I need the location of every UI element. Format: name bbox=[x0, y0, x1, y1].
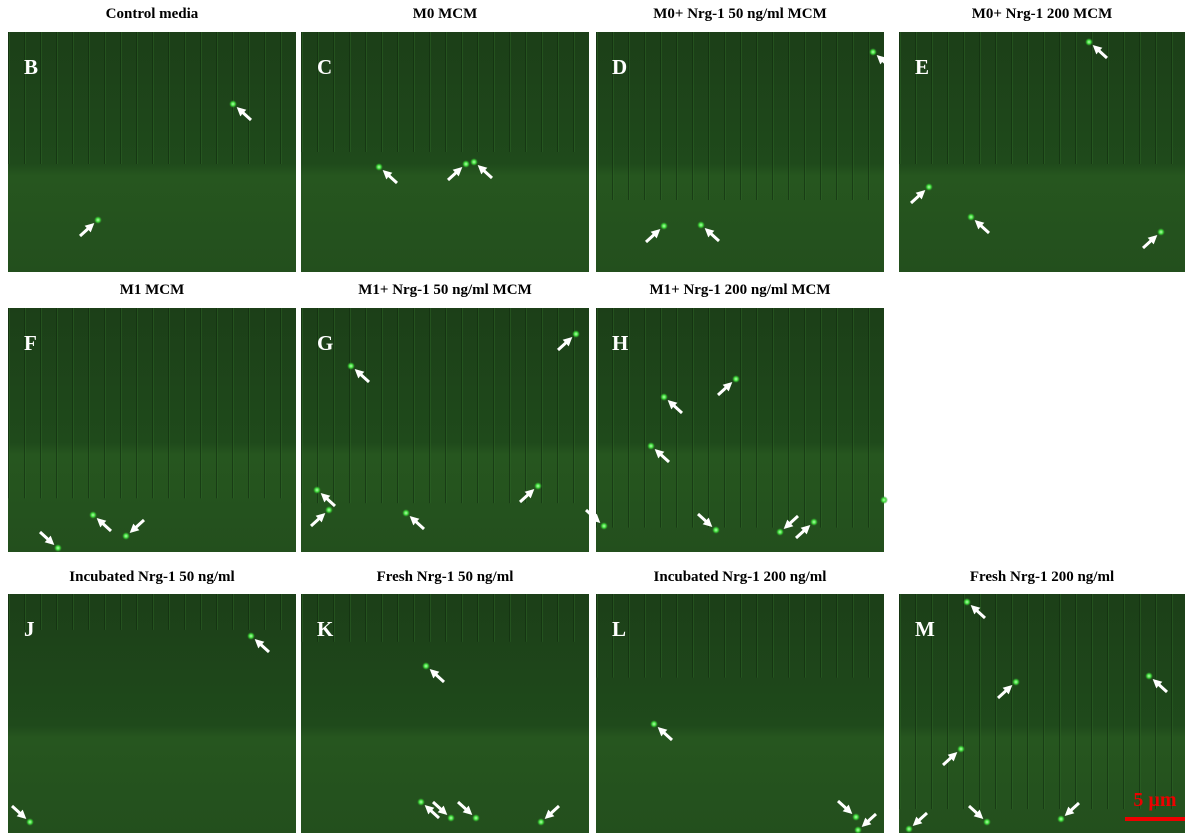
panel-letter: B bbox=[24, 55, 38, 79]
panel-title: Incubated Nrg-1 200 ng/ml bbox=[654, 569, 827, 585]
cell bbox=[447, 814, 455, 822]
panel: M1+ Nrg-1 200 ng/ml MCM H bbox=[586, 282, 902, 552]
cell bbox=[983, 818, 991, 826]
channels bbox=[301, 308, 589, 503]
panel: M1+ Nrg-1 50 ng/ml MCM G bbox=[301, 282, 589, 552]
cell bbox=[660, 222, 668, 230]
cell bbox=[417, 798, 425, 806]
cell bbox=[852, 813, 860, 821]
panel-letter: M bbox=[915, 617, 935, 641]
panel-letter: C bbox=[317, 55, 332, 79]
channels bbox=[301, 32, 589, 152]
panel-letter: F bbox=[24, 331, 37, 355]
cell bbox=[462, 160, 470, 168]
cell bbox=[247, 632, 255, 640]
cell bbox=[26, 818, 34, 826]
cell bbox=[347, 362, 355, 370]
cell bbox=[1157, 228, 1165, 236]
cell bbox=[313, 486, 321, 494]
panel: Incubated Nrg-1 200 ng/ml L bbox=[596, 569, 884, 833]
cell bbox=[537, 818, 545, 826]
cell bbox=[422, 662, 430, 670]
cell bbox=[810, 518, 818, 526]
cell bbox=[776, 528, 784, 536]
cell bbox=[375, 163, 383, 171]
panel: Fresh Nrg-1 50 ng/ml K bbox=[301, 569, 589, 833]
cell bbox=[660, 393, 668, 401]
panel-title: M0+ Nrg-1 50 ng/ml MCM bbox=[653, 6, 827, 22]
cell bbox=[880, 496, 888, 504]
panel-letter: J bbox=[24, 617, 35, 641]
cell bbox=[1085, 38, 1093, 46]
panel-title: M0 MCM bbox=[413, 6, 478, 22]
figure: Control media B M0 MCM C M0+ Nrg-1 50 ng/ml … bbox=[0, 0, 1190, 833]
cell bbox=[89, 511, 97, 519]
panel: Control media B bbox=[8, 6, 296, 272]
cell bbox=[54, 544, 62, 552]
arrow bbox=[891, 506, 902, 516]
cell bbox=[472, 814, 480, 822]
panel: M0+ Nrg-1 50 ng/ml MCM D bbox=[596, 6, 891, 272]
panel-title: M1 MCM bbox=[120, 282, 185, 298]
cell bbox=[1145, 672, 1153, 680]
panel-letter: G bbox=[317, 331, 333, 355]
panel-letter: E bbox=[915, 55, 929, 79]
cell bbox=[1057, 815, 1065, 823]
panel-title: Control media bbox=[106, 6, 199, 22]
panel-letter: H bbox=[612, 331, 628, 355]
panel-letter: D bbox=[612, 55, 627, 79]
cell bbox=[402, 509, 410, 517]
cell bbox=[325, 506, 333, 514]
cell bbox=[572, 330, 580, 338]
panel: M0 MCM C bbox=[301, 6, 589, 272]
panel-title: Fresh Nrg-1 50 ng/ml bbox=[377, 569, 514, 585]
cell bbox=[647, 442, 655, 450]
cell bbox=[697, 221, 705, 229]
panel-title: M1+ Nrg-1 200 ng/ml MCM bbox=[649, 282, 830, 298]
panel-title: M0+ Nrg-1 200 MCM bbox=[972, 6, 1113, 22]
channels bbox=[8, 594, 296, 630]
cell bbox=[712, 526, 720, 534]
cell bbox=[470, 158, 478, 166]
cell bbox=[94, 216, 102, 224]
cell bbox=[229, 100, 237, 108]
channels bbox=[596, 594, 884, 678]
channels bbox=[8, 32, 296, 164]
channels bbox=[301, 594, 589, 642]
channels bbox=[596, 32, 884, 200]
panel-title: Incubated Nrg-1 50 ng/ml bbox=[69, 569, 234, 585]
panel-letter: K bbox=[317, 617, 334, 641]
cell bbox=[122, 532, 130, 540]
panel: M0+ Nrg-1 200 MCM E bbox=[899, 6, 1185, 272]
cell bbox=[967, 213, 975, 221]
cell bbox=[869, 48, 877, 56]
scale-bar-label: 5 µm bbox=[1133, 789, 1177, 811]
cell bbox=[905, 825, 913, 833]
cell bbox=[957, 745, 965, 753]
channels bbox=[899, 594, 1185, 809]
channels bbox=[899, 32, 1185, 164]
panel-title: Fresh Nrg-1 200 ng/ml bbox=[970, 569, 1114, 585]
cell bbox=[600, 522, 608, 530]
channels bbox=[8, 308, 296, 498]
cell bbox=[534, 482, 542, 490]
cell bbox=[732, 375, 740, 383]
cell bbox=[963, 598, 971, 606]
panel: Incubated Nrg-1 50 ng/ml J bbox=[8, 569, 296, 833]
panel: M1 MCM F bbox=[8, 282, 296, 552]
cell bbox=[650, 720, 658, 728]
panel-title: M1+ Nrg-1 50 ng/ml MCM bbox=[358, 282, 532, 298]
channels bbox=[596, 308, 884, 528]
panel-letter: L bbox=[612, 617, 626, 641]
cell bbox=[925, 183, 933, 191]
cell bbox=[1012, 678, 1020, 686]
